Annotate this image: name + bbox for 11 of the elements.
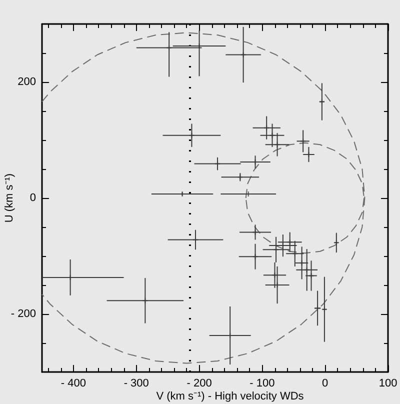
y-tick-label: - 200 bbox=[10, 308, 36, 320]
x-tick-label: 0 bbox=[322, 378, 328, 390]
y-tick-label: 200 bbox=[18, 76, 36, 88]
x-tick-label: 100 bbox=[378, 378, 398, 390]
x-tick-label: - 400 bbox=[60, 378, 86, 390]
x-tick-label: - 200 bbox=[186, 378, 212, 390]
x-tick-label: - 300 bbox=[124, 378, 149, 390]
x-axis-title: V (km s⁻¹) - High velocity WDs bbox=[156, 390, 304, 402]
y-axis-title: U (km s⁻¹) bbox=[4, 173, 16, 223]
x-tick-label: - 100 bbox=[250, 378, 275, 390]
y-tick-label: 0 bbox=[30, 192, 36, 204]
